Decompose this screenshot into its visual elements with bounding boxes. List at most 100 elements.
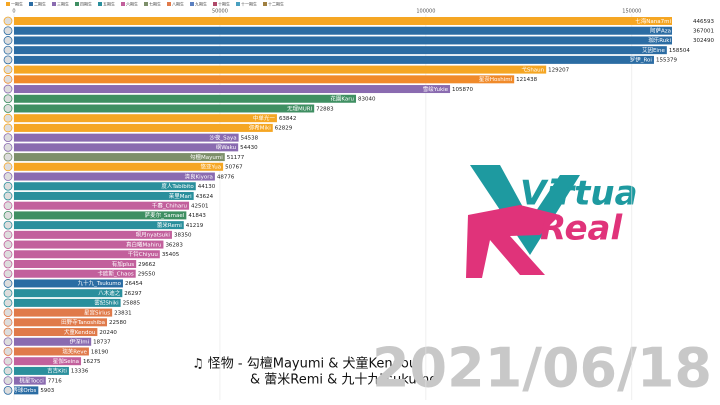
avatar <box>3 249 13 259</box>
bar-name: 艾因Eine <box>642 47 665 54</box>
bar <box>14 162 224 171</box>
bar <box>14 386 39 395</box>
legend-label: 七期生 <box>149 0 161 6</box>
legend-label: 一期生 <box>11 0 23 6</box>
avatar <box>3 113 13 123</box>
avatar <box>3 210 13 220</box>
value-label: 38350 <box>174 233 192 239</box>
bar-name: 珈乐Ruki <box>648 36 671 44</box>
bar-name: 星宫Sirius <box>84 308 110 316</box>
value-label: 158504 <box>669 48 690 54</box>
value-label: 23831 <box>114 310 132 316</box>
value-label: 50767 <box>225 165 243 171</box>
legend-label: 二期生 <box>34 0 46 6</box>
legend-label: 四期生 <box>80 0 92 6</box>
avatar <box>3 123 13 133</box>
avatar <box>3 94 13 104</box>
bar <box>14 85 451 94</box>
legend-label: 十期生 <box>218 0 230 6</box>
value-label: 63842 <box>279 116 297 122</box>
bar <box>14 143 239 152</box>
value-label: 36283 <box>165 242 183 248</box>
legend-swatch <box>52 2 56 6</box>
bar <box>14 211 187 220</box>
legend-swatch <box>190 2 194 6</box>
value-label: 129207 <box>548 67 569 73</box>
bar <box>14 172 215 181</box>
bar-name: 伊深Imi <box>70 338 90 346</box>
avatar <box>3 152 13 162</box>
logo: Virtua Real <box>466 165 638 278</box>
value-label: 26297 <box>124 291 142 297</box>
avatar <box>3 45 13 55</box>
x-tick-label: 100000 <box>416 9 435 15</box>
bar-name: 无理MURI <box>287 105 313 112</box>
bar <box>14 201 190 210</box>
legend-swatch <box>121 2 125 6</box>
bar-name: 九十九_Tsukumo <box>78 279 122 287</box>
bar-name: 度人Tabibito <box>161 182 194 190</box>
bar <box>14 94 357 103</box>
bar <box>14 221 184 230</box>
bar-name: 悠亚Yua <box>201 163 222 171</box>
value-label: 7716 <box>48 378 62 384</box>
bar <box>14 65 547 74</box>
bar <box>14 308 113 317</box>
bar <box>14 298 121 307</box>
avatar <box>3 356 13 366</box>
bar-name: 八木迪之 <box>98 289 121 297</box>
bar <box>14 337 92 346</box>
value-label: 13336 <box>71 369 89 375</box>
bar <box>14 153 225 162</box>
value-label: 367001 <box>693 29 714 35</box>
logo-shape <box>470 165 580 255</box>
bar <box>14 260 137 268</box>
value-label: 41843 <box>188 213 206 219</box>
bar <box>14 133 239 142</box>
legend-swatch <box>213 2 217 6</box>
avatar <box>3 84 13 94</box>
bar-name: 星奈Hoshimi <box>479 75 513 83</box>
logo-shape <box>466 205 560 278</box>
bar <box>14 55 654 64</box>
bar <box>14 104 315 113</box>
legend-label: 十二期生 <box>268 0 284 6</box>
bar <box>14 347 89 356</box>
legend-swatch <box>263 2 267 6</box>
legend-label: 三期生 <box>57 0 69 6</box>
legend-swatch <box>75 2 79 6</box>
bar-name: 勾檀Mayumi <box>190 153 223 161</box>
bar-name: 瑞芙Reve <box>62 347 87 355</box>
avatar <box>3 279 13 288</box>
avatar <box>3 191 13 201</box>
avatar <box>3 74 13 84</box>
bar-name: 卡欧斯_Chaos <box>98 270 134 278</box>
bar <box>14 269 136 278</box>
avatar <box>3 16 13 26</box>
bar <box>14 230 172 239</box>
bar-name: 犬童Kendou <box>64 328 96 336</box>
bar <box>14 114 277 123</box>
value-label: 72883 <box>316 106 334 112</box>
bar <box>14 289 123 298</box>
bar-name: 雾纪Shiki <box>94 299 119 307</box>
bar-name: 桃星Tocci <box>19 376 44 384</box>
bar <box>14 279 123 288</box>
avatar <box>3 36 13 45</box>
avatar <box>3 26 13 36</box>
value-label: 20240 <box>99 330 117 336</box>
value-label: 54538 <box>241 135 259 141</box>
value-label: 155379 <box>656 58 677 64</box>
value-label: 18190 <box>91 349 109 355</box>
logo-text: Real <box>540 209 623 249</box>
bar-name: 弋Shaun <box>521 65 544 73</box>
legend-label: 六期生 <box>126 0 138 6</box>
avatar <box>3 104 13 113</box>
avatar <box>3 308 13 318</box>
song-line: & 蕾米Remi & 九十九Tsukumo <box>250 373 437 388</box>
avatar <box>3 298 13 308</box>
bar-name: 弥希Miki <box>249 124 271 132</box>
value-label: 42501 <box>191 203 209 209</box>
bar-name: 星伽Seina <box>53 357 79 365</box>
avatar <box>3 240 13 249</box>
